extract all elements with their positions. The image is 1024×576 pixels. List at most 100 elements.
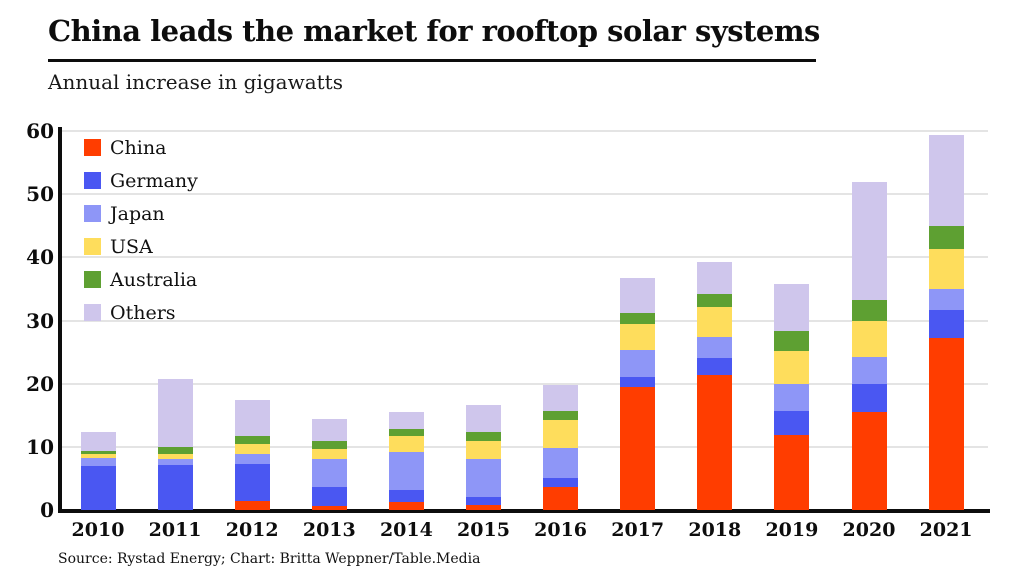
legend-swatch-australia xyxy=(84,271,101,288)
legend-label-japan: Japan xyxy=(110,202,165,225)
legend-label-australia: Australia xyxy=(110,268,198,291)
gridline-50 xyxy=(62,193,988,196)
bar-segment-germany-2011 xyxy=(157,465,193,510)
legend-swatch-germany xyxy=(84,172,101,189)
x-tick-label-2012: 2012 xyxy=(225,519,279,541)
bar-segment-germany-2010 xyxy=(80,465,116,510)
x-tick-label-2021: 2021 xyxy=(919,519,973,541)
x-axis-line xyxy=(58,509,990,513)
x-tick-label-2020: 2020 xyxy=(842,519,896,541)
gridline-30 xyxy=(62,319,988,322)
bar-2016 xyxy=(543,385,579,510)
legend-swatch-japan xyxy=(84,205,101,222)
y-tick-label-10: 10 xyxy=(26,434,54,459)
bar-segment-japan-2013 xyxy=(311,458,347,488)
bar-segment-germany-2012 xyxy=(234,463,270,501)
bar-segment-china-2019 xyxy=(774,434,810,510)
bar-segment-others-2019 xyxy=(774,283,810,332)
bar-segment-germany-2013 xyxy=(311,487,347,506)
x-tick-label-2018: 2018 xyxy=(688,519,742,541)
bar-segment-others-2018 xyxy=(697,261,733,295)
y-tick-label-30: 30 xyxy=(26,308,54,333)
y-tick-label-0: 0 xyxy=(40,498,54,522)
bar-segment-usa-2017 xyxy=(620,323,656,350)
legend-swatch-others xyxy=(84,304,101,321)
bar-segment-china-2014 xyxy=(388,502,424,510)
bar-segment-germany-2018 xyxy=(697,357,733,376)
bar-segment-china-2018 xyxy=(697,375,733,510)
bar-2015 xyxy=(466,404,501,510)
bar-segment-germany-2015 xyxy=(466,496,501,505)
bar-segment-china-2015 xyxy=(466,504,501,510)
legend-swatch-usa xyxy=(84,238,101,255)
bar-segment-australia-2016 xyxy=(543,410,579,420)
page-title: China leads the market for rooftop solar… xyxy=(48,14,820,48)
bar-segment-usa-2013 xyxy=(311,449,347,459)
bar-segment-japan-2016 xyxy=(543,447,579,479)
bar-segment-others-2017 xyxy=(620,277,656,313)
source-note: Source: Rystad Energy; Chart: Britta Wep… xyxy=(58,551,481,567)
bar-segment-germany-2019 xyxy=(774,410,810,435)
bar-2017 xyxy=(620,277,656,510)
y-tick-label-60: 60 xyxy=(26,119,54,143)
bar-segment-japan-2012 xyxy=(234,453,270,464)
bar-segment-australia-2020 xyxy=(851,300,887,321)
bar-segment-australia-2011 xyxy=(157,446,193,454)
legend-label-others: Others xyxy=(110,301,176,324)
bar-segment-japan-2018 xyxy=(697,336,733,358)
bar-segment-germany-2021 xyxy=(928,309,964,338)
legend-swatch-china xyxy=(84,139,101,156)
x-tick-label-2013: 2013 xyxy=(302,519,356,541)
bar-segment-others-2015 xyxy=(466,404,501,432)
gridline-60 xyxy=(62,130,988,132)
bar-segment-germany-2020 xyxy=(851,383,887,413)
x-tick-label-2016: 2016 xyxy=(534,519,588,541)
legend-label-usa: USA xyxy=(110,235,153,258)
bar-segment-australia-2010 xyxy=(80,450,116,454)
x-tick-label-2010: 2010 xyxy=(71,519,125,541)
bar-segment-australia-2015 xyxy=(466,431,501,441)
x-tick-label-2017: 2017 xyxy=(611,519,665,541)
bar-segment-japan-2019 xyxy=(774,383,810,411)
y-tick-label-50: 50 xyxy=(26,182,54,207)
legend-label-china: China xyxy=(110,136,167,159)
legend-row-china: China xyxy=(84,131,198,164)
bar-segment-china-2013 xyxy=(311,505,347,510)
bar-segment-usa-2021 xyxy=(928,248,964,289)
title-underline xyxy=(48,59,816,62)
bar-segment-others-2013 xyxy=(311,419,347,441)
y-tick-label-20: 20 xyxy=(26,371,54,396)
x-tick-label-2011: 2011 xyxy=(148,519,202,541)
bar-segment-usa-2014 xyxy=(388,436,424,452)
bar-segment-germany-2017 xyxy=(620,376,656,387)
bar-2012 xyxy=(234,399,270,510)
gridline-10 xyxy=(62,445,988,448)
gridline-20 xyxy=(62,382,988,385)
bar-2010 xyxy=(80,432,116,510)
bar-2011 xyxy=(157,378,193,510)
bar-segment-germany-2014 xyxy=(388,489,424,503)
bar-segment-japan-2011 xyxy=(157,459,193,466)
bar-segment-others-2020 xyxy=(851,182,887,301)
bar-segment-japan-2017 xyxy=(620,349,656,377)
bar-segment-china-2012 xyxy=(234,500,270,510)
bar-segment-china-2016 xyxy=(543,486,579,510)
x-tick-label-2019: 2019 xyxy=(765,519,819,541)
legend-row-germany: Germany xyxy=(84,164,198,197)
bar-segment-japan-2021 xyxy=(928,288,964,310)
bar-segment-usa-2016 xyxy=(543,419,579,448)
bar-segment-japan-2014 xyxy=(388,451,424,490)
bar-2018 xyxy=(697,261,733,510)
bar-2019 xyxy=(774,283,810,510)
x-tick-label-2014: 2014 xyxy=(379,519,433,541)
chart-subtitle: Annual increase in gigawatts xyxy=(48,70,343,94)
bar-segment-others-2011 xyxy=(157,378,193,447)
bar-2013 xyxy=(311,419,347,510)
plot-area: China Germany Japan USA Australia Others xyxy=(26,119,988,541)
legend-row-japan: Japan xyxy=(84,197,198,230)
bar-segment-others-2012 xyxy=(234,399,270,436)
bar-segment-australia-2012 xyxy=(234,435,270,444)
y-tick-label-40: 40 xyxy=(26,245,54,270)
bar-segment-australia-2019 xyxy=(774,331,810,351)
